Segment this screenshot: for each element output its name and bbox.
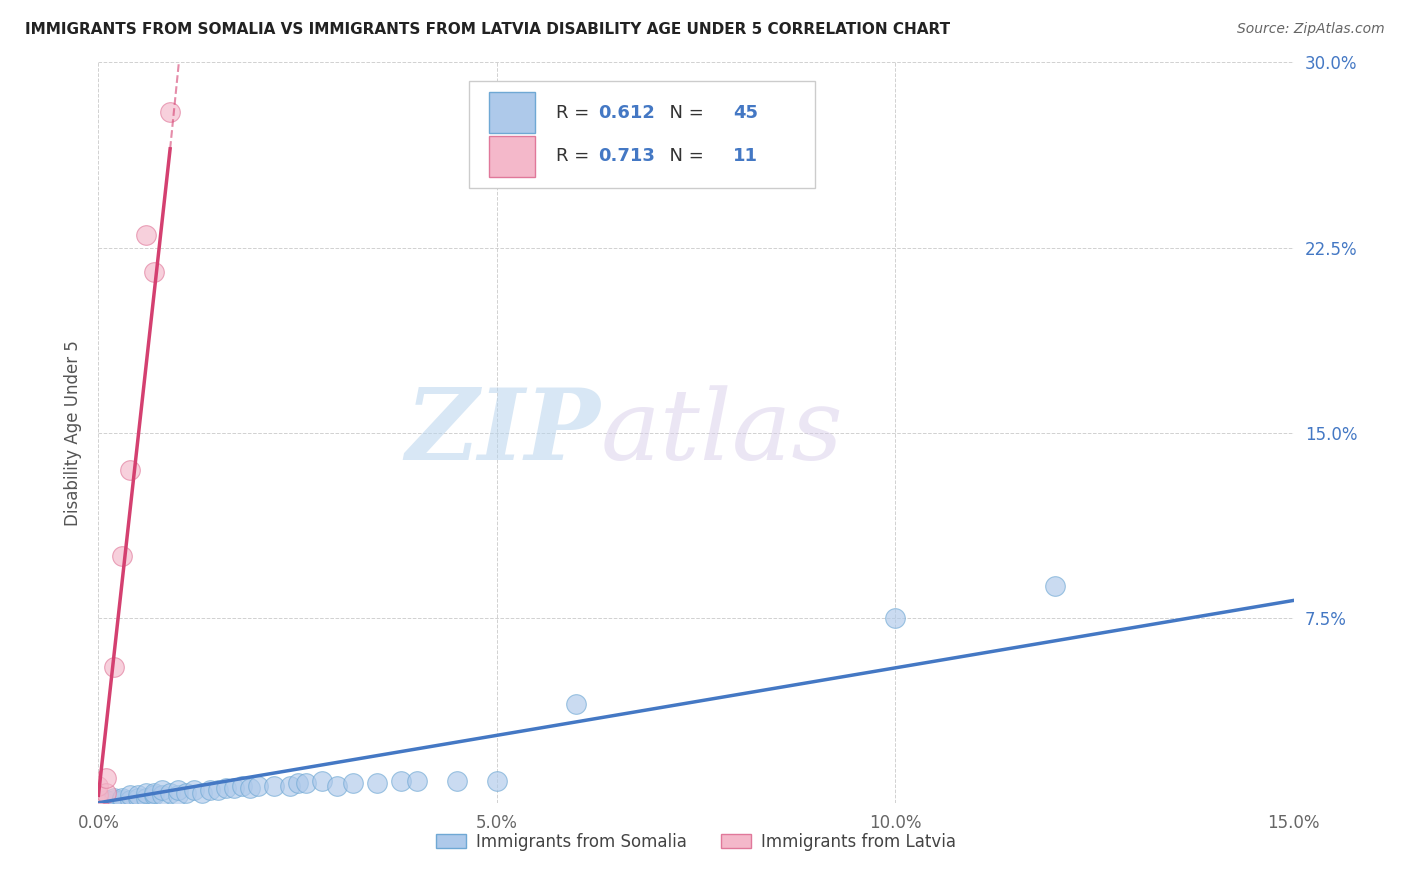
Point [565, 697, 588, 711]
Point [1043, 579, 1066, 593]
Point [87, 796, 110, 810]
Point [143, 789, 166, 803]
Point [111, 549, 134, 563]
Legend: Immigrants from Somalia, Immigrants from Latvia: Immigrants from Somalia, Immigrants from… [430, 826, 962, 857]
Point [342, 776, 364, 790]
Point [198, 783, 221, 797]
Point [96, 793, 118, 807]
Text: 45: 45 [733, 103, 758, 122]
Text: atlas: atlas [600, 385, 844, 480]
Point [143, 786, 166, 800]
Y-axis label: Disability Age Under 5: Disability Age Under 5 [63, 340, 82, 525]
Text: IMMIGRANTS FROM SOMALIA VS IMMIGRANTS FROM LATVIA DISABILITY AGE UNDER 5 CORRELA: IMMIGRANTS FROM SOMALIA VS IMMIGRANTS FR… [25, 22, 950, 37]
Point [143, 265, 166, 279]
Text: 0.612: 0.612 [598, 103, 655, 122]
Text: ZIP: ZIP [405, 384, 600, 481]
Point [135, 786, 157, 800]
Point [287, 776, 309, 790]
Point [150, 783, 173, 797]
Text: 11: 11 [733, 147, 758, 165]
Point [326, 779, 349, 793]
Point [111, 790, 134, 805]
Point [120, 789, 142, 803]
Point [263, 779, 285, 793]
Point [406, 773, 429, 788]
Point [294, 776, 316, 790]
Point [111, 793, 134, 807]
Point [174, 786, 197, 800]
Point [120, 793, 142, 807]
Point [231, 779, 253, 793]
Point [120, 462, 142, 476]
Text: R =: R = [557, 147, 595, 165]
Point [96, 786, 118, 800]
Point [446, 773, 468, 788]
Point [96, 796, 118, 810]
Text: R =: R = [557, 103, 595, 122]
Point [159, 786, 181, 800]
Text: N =: N = [658, 103, 709, 122]
FancyBboxPatch shape [470, 81, 815, 188]
Point [87, 779, 110, 793]
Text: Source: ZipAtlas.com: Source: ZipAtlas.com [1237, 22, 1385, 37]
Text: N =: N = [658, 147, 709, 165]
Point [127, 789, 149, 803]
Point [96, 771, 118, 785]
Point [159, 104, 181, 119]
Bar [489, 136, 534, 177]
Point [127, 790, 149, 805]
Point [135, 790, 157, 805]
Point [485, 773, 508, 788]
Point [103, 793, 125, 807]
Point [183, 783, 205, 797]
Point [311, 773, 333, 788]
Point [103, 660, 125, 674]
Point [103, 790, 125, 805]
Point [167, 789, 190, 803]
Point [884, 610, 907, 624]
Point [246, 779, 269, 793]
Point [215, 780, 238, 795]
Point [239, 780, 262, 795]
Point [222, 780, 245, 795]
Bar [489, 93, 534, 133]
Point [167, 783, 190, 797]
Text: 0.713: 0.713 [598, 147, 655, 165]
Point [87, 789, 110, 803]
Point [150, 789, 173, 803]
Point [191, 786, 214, 800]
Point [278, 779, 301, 793]
Point [87, 796, 110, 810]
Point [207, 783, 229, 797]
Point [366, 776, 388, 790]
Point [135, 228, 157, 243]
Point [389, 773, 412, 788]
